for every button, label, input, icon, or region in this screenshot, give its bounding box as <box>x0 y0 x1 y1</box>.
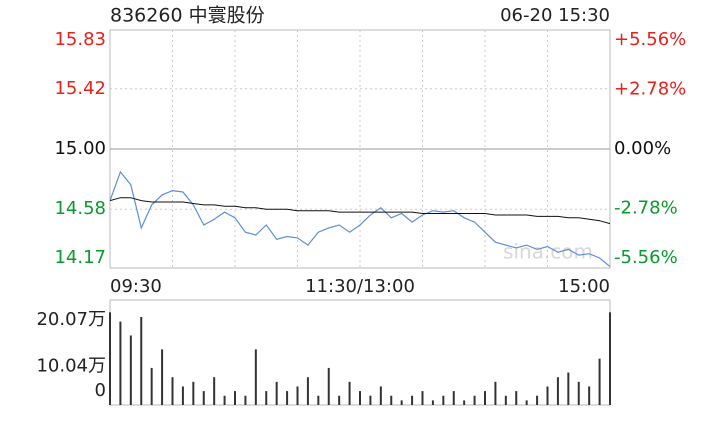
chart-title: 836260 中寰股份 <box>110 5 265 27</box>
y-tick-label: 15.83 <box>54 29 106 50</box>
volume-bar <box>275 381 278 405</box>
volume-bar <box>234 391 236 405</box>
volume-bar <box>494 381 497 405</box>
volume-bar <box>588 386 591 405</box>
volume-bar <box>473 395 476 405</box>
volume-bar <box>109 312 111 405</box>
volume-bar <box>192 381 195 405</box>
volume-bar <box>431 400 434 405</box>
volume-bar <box>609 312 611 405</box>
volume-bar <box>181 386 184 405</box>
y-tick-label: 14.58 <box>54 198 106 219</box>
y2-tick-label: -2.78% <box>614 198 678 219</box>
y2-tick-label: -5.56% <box>614 247 678 268</box>
y-tick-label: 10.04万 <box>36 355 106 376</box>
volume-bar <box>546 386 549 405</box>
volume-bar <box>202 391 205 405</box>
volume-bar <box>171 377 174 405</box>
volume-bar <box>411 395 414 405</box>
volume-bar <box>359 391 361 405</box>
volume-bar <box>306 377 309 405</box>
volume-bar <box>119 321 122 405</box>
volume-bar <box>567 372 570 405</box>
volume-bar <box>254 349 257 405</box>
y-tick-label: 20.07万 <box>36 309 106 330</box>
volume-bar <box>348 381 351 405</box>
volume-bar <box>484 391 486 405</box>
price-line <box>109 170 611 268</box>
volume-bar <box>390 395 393 405</box>
volume-bar <box>296 386 299 405</box>
y2-tick-label: +5.56% <box>614 29 686 50</box>
y-tick-label: 14.17 <box>54 247 106 268</box>
volume-bar <box>577 381 580 405</box>
y-tick-label: 15.00 <box>54 138 106 159</box>
volume-bar <box>213 377 216 405</box>
volume-bar <box>286 391 289 405</box>
average-line <box>109 197 611 225</box>
volume-bar <box>265 391 268 405</box>
chart-subtitle: 06-20 15:30 <box>500 5 610 26</box>
x-tick-label: 09:30 <box>110 276 162 297</box>
volume-bar <box>598 358 601 405</box>
volume-bar <box>150 367 153 405</box>
volume-bar <box>536 395 539 405</box>
volume-bar <box>504 395 507 405</box>
volume-bar <box>421 391 424 405</box>
volume-bar <box>379 386 382 405</box>
volume-bar <box>400 400 403 405</box>
volume-bar <box>515 391 518 405</box>
volume-bar <box>369 395 372 405</box>
volume-bar <box>317 395 320 405</box>
y-tick-label: 0 <box>95 380 106 401</box>
volume-bar <box>244 395 247 405</box>
volume-bar <box>463 400 466 405</box>
volume-bar <box>140 316 143 405</box>
volume-bar <box>556 377 559 405</box>
y2-tick-label: 0.00% <box>614 138 671 159</box>
volume-bar <box>161 349 164 405</box>
volume-bar <box>327 367 330 405</box>
y2-tick-label: +2.78% <box>614 79 686 100</box>
volume-bar <box>338 395 341 405</box>
plot-frame <box>109 299 611 406</box>
y-tick-label: 15.42 <box>54 78 106 99</box>
x-tick-label: 15:00 <box>558 276 610 297</box>
volume-bar <box>525 400 528 405</box>
volume-bar <box>223 395 226 405</box>
volume-bar <box>442 395 445 405</box>
x-tick-label: 11:30/13:00 <box>305 276 415 297</box>
volume-bar <box>129 335 132 405</box>
volume-bar <box>452 391 455 405</box>
